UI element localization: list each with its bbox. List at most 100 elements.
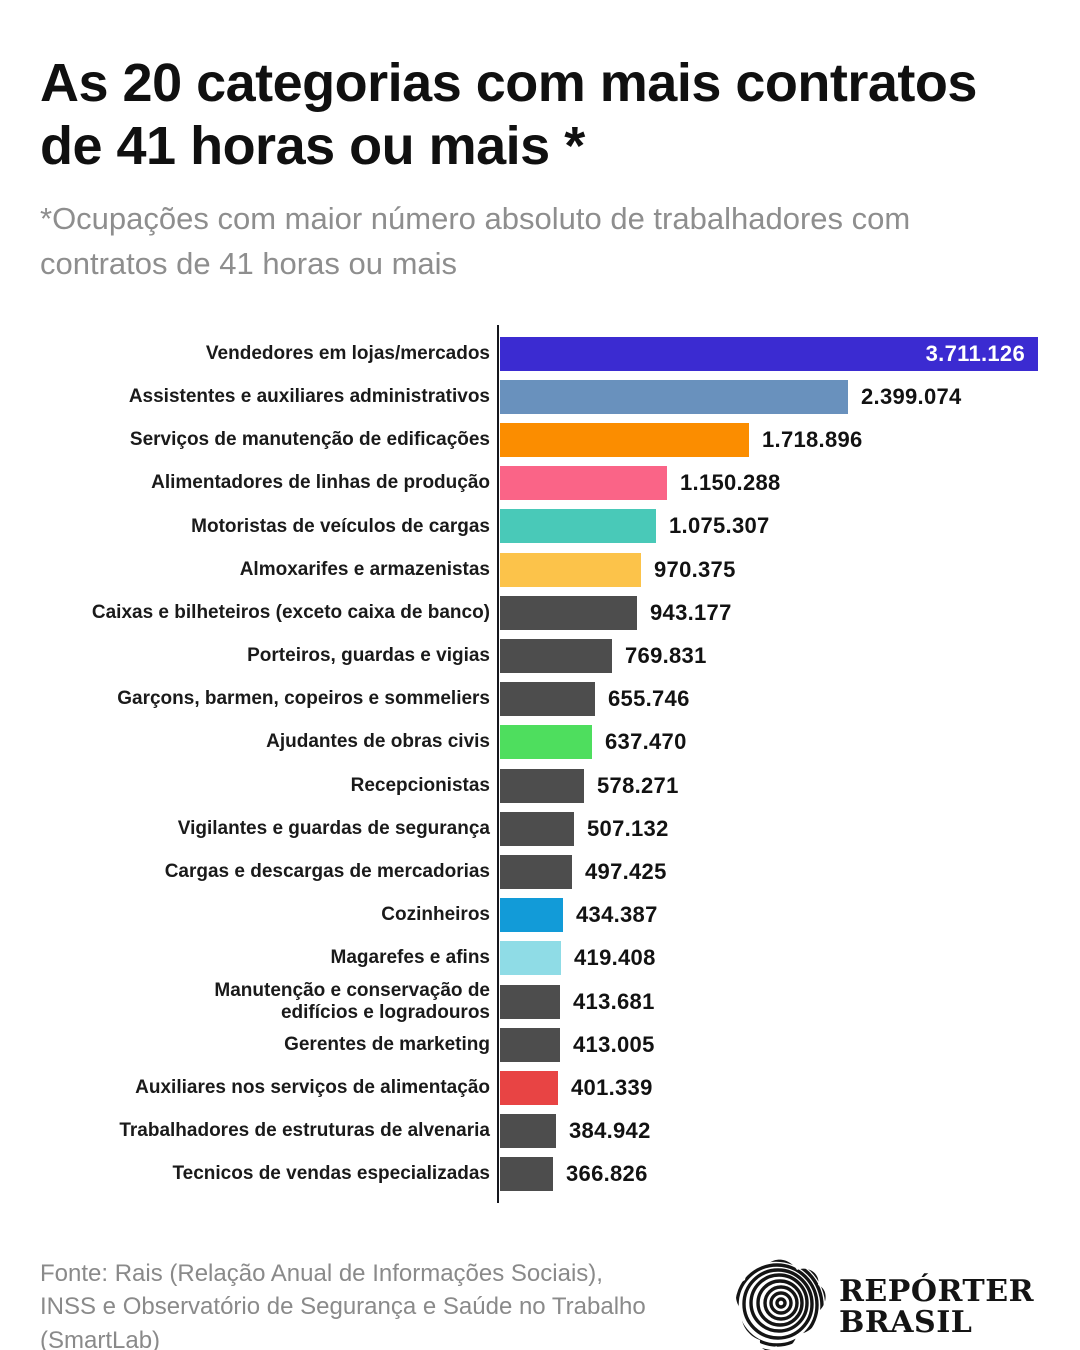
bar-area: 578.271: [500, 768, 1040, 803]
category-label: Manutenção e conservação de edifícios e …: [214, 979, 490, 1023]
bar-area: 655.746: [500, 682, 1040, 717]
bar-chart: Vendedores em lojas/mercados 3.711.126 Ass…: [40, 325, 1040, 1203]
bar: [500, 379, 848, 414]
value-label: 637.470: [605, 729, 687, 755]
bar-area: 419.408: [500, 941, 1040, 976]
chart-row: Garçons, barmen, copeiros e sommeliers 65…: [40, 678, 1040, 721]
category-label: Vendedores em lojas/mercados: [205, 342, 490, 364]
footer: Fonte: Rais (Relação Anual de Informaçõe…: [40, 1257, 1040, 1350]
bar: [500, 811, 574, 846]
bar-area: 401.339: [500, 1070, 1040, 1105]
bar: [500, 1157, 553, 1192]
bar-area: 413.005: [500, 1027, 1040, 1062]
category-label: Almoxarifes e armazenistas: [239, 558, 490, 580]
source-text: Fonte: Rais (Relação Anual de Informaçõe…: [40, 1257, 731, 1350]
category-label: Gerentes de marketing: [284, 1033, 490, 1055]
bar: [500, 595, 637, 630]
bar: [500, 1070, 558, 1105]
chart-row: Magarefes e afins 419.408: [40, 937, 1040, 980]
bar-area: 2.399.074: [500, 379, 1040, 414]
bar-area: 507.132: [500, 811, 1040, 846]
value-label: 769.831: [625, 643, 707, 669]
bar-area: 1.718.896: [500, 423, 1040, 458]
category-label: Vigilantes e guardas de segurança: [177, 817, 490, 839]
chart-subtitle: *Ocupações com maior número absoluto de …: [40, 201, 911, 282]
bar-area: 769.831: [500, 639, 1040, 674]
value-label: 655.746: [608, 686, 690, 712]
bar-area: 1.150.288: [500, 466, 1040, 501]
value-label: 413.005: [573, 1031, 655, 1057]
category-label: Magarefes e afins: [330, 947, 490, 969]
logo-text-line: REPÓRTER: [838, 1274, 1034, 1310]
chart-row: Alimentadores de linhas de produção 1.150…: [40, 462, 1040, 505]
value-label: 419.408: [574, 945, 656, 971]
chart-row: Auxiliares nos serviços de alimentação 40…: [40, 1066, 1040, 1109]
chart-row: Serviços de manutenção de edificações 1.7…: [40, 419, 1040, 462]
bar-area: 434.387: [500, 898, 1040, 933]
logo-text-line: BRASIL: [838, 1305, 973, 1341]
chart-row: Cargas e descargas de mercadorias 497.425: [40, 850, 1040, 893]
y-axis-line: [497, 325, 499, 1203]
category-label: Porteiros, guardas e vigias: [247, 645, 490, 667]
bar: [500, 768, 584, 803]
chart-row: Manutenção e conservação de edifícios e …: [40, 980, 1040, 1023]
value-label: 413.681: [573, 988, 655, 1014]
chart-row: Assistentes e auxiliares administrativos…: [40, 375, 1040, 418]
category-label: Trabalhadores de estruturas de alvenaria: [119, 1120, 490, 1142]
bar-area: 497.425: [500, 854, 1040, 889]
bar: [500, 941, 561, 976]
chart-row: Porteiros, guardas e vigias 769.831: [40, 634, 1040, 677]
category-label: Serviços de manutenção de edificações: [129, 429, 490, 451]
reporter-brasil-logo: REPÓRTER BRASIL: [731, 1257, 1040, 1350]
bar: [500, 898, 563, 933]
category-label: Alimentadores de linhas de produção: [151, 472, 490, 494]
value-label: 943.177: [650, 599, 732, 625]
value-label: 507.132: [587, 815, 669, 841]
category-label: Garçons, barmen, copeiros e sommeliers: [117, 688, 490, 710]
header: As 20 categorias com mais contratos de 4…: [40, 52, 1040, 287]
bar-area: 943.177: [500, 595, 1040, 630]
value-label: 497.425: [585, 858, 667, 884]
bar-area: 637.470: [500, 725, 1040, 760]
value-label: 1.150.288: [680, 470, 781, 496]
category-label: Recepcionistas: [350, 774, 490, 796]
bar: [500, 854, 572, 889]
logo-text: REPÓRTER BRASIL: [838, 1274, 1034, 1341]
chart-row: Tecnicos de vendas especializadas 366.826: [40, 1153, 1040, 1196]
bar: [500, 984, 560, 1019]
value-label: 401.339: [571, 1074, 653, 1100]
bar: [500, 552, 641, 587]
category-label: Auxiliares nos serviços de alimentação: [135, 1076, 490, 1098]
chart-row: Motoristas de veículos de cargas 1.075.30…: [40, 505, 1040, 548]
chart-title: As 20 categorias com mais contratos de 4…: [40, 53, 977, 176]
bar-area: 366.826: [500, 1157, 1040, 1192]
bar-area: 1.075.307: [500, 509, 1040, 544]
chart-row: Cozinheiros 434.387: [40, 894, 1040, 937]
chart-row: Vendedores em lojas/mercados 3.711.126: [40, 332, 1040, 375]
category-label: Cozinheiros: [381, 904, 490, 926]
fingerprint-brazil-icon: [735, 1259, 826, 1350]
source-line: Fonte: Rais (Relação Anual de Informaçõe…: [40, 1259, 603, 1287]
value-label: 3.711.126: [925, 340, 1025, 366]
bar: [500, 1027, 560, 1062]
chart-rows: Vendedores em lojas/mercados 3.711.126 Ass…: [40, 325, 1040, 1203]
bar-area: 413.681: [500, 984, 1040, 1019]
bar: [500, 639, 612, 674]
chart-row: Almoxarifes e armazenistas 970.375: [40, 548, 1040, 591]
value-label: 578.271: [597, 772, 679, 798]
category-label: Motoristas de veículos de cargas: [191, 515, 490, 537]
bar: [500, 423, 749, 458]
chart-row: Recepcionistas 578.271: [40, 764, 1040, 807]
source-line: INSS e Observatório de Segurança e Saúde…: [40, 1293, 646, 1350]
chart-row: Caixas e bilheteiros (exceto caixa de ba…: [40, 591, 1040, 634]
bar: [500, 466, 667, 501]
bar: [500, 1114, 556, 1149]
chart-row: Gerentes de marketing 413.005: [40, 1023, 1040, 1066]
bar-area: 970.375: [500, 552, 1040, 587]
bar-area: 3.711.126: [500, 336, 1040, 371]
bar: [500, 725, 592, 760]
category-label: Assistentes e auxiliares administrativos: [128, 385, 490, 407]
category-label: Tecnicos de vendas especializadas: [172, 1163, 490, 1185]
chart-row: Ajudantes de obras civis 637.470: [40, 721, 1040, 764]
bar-area: 384.942: [500, 1114, 1040, 1149]
